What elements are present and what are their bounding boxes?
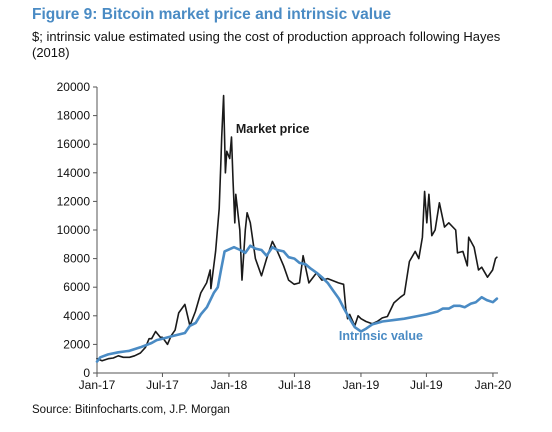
y-tick-label: 2000 [63,337,90,351]
x-tick-label: Jan-19 [343,378,380,392]
y-tick-label: 4000 [63,309,90,323]
intrinsic-value-label: Intrinsic value [339,329,423,343]
market-price-label: Market price [236,122,310,136]
y-axis: 0 2000 4000 6000 8000 10000 12000 14000 16000 180… [57,80,98,380]
chart-title: Figure 9: Bitcoin market price and intri… [32,6,392,23]
annotation-layer: Market price Intrinsic value [236,122,423,343]
series-layer [95,94,499,363]
x-tick-label: Jan-18 [211,378,248,392]
bitcoin-price-chart: 0 2000 4000 6000 8000 10000 12000 14000 16000 180… [57,80,512,392]
x-tick-label: Jan-17 [79,378,116,392]
x-tick-label: Jan-20 [475,378,512,392]
y-tick-label: 16000 [57,137,91,151]
y-tick-label: 10000 [57,223,91,237]
chart-source: Source: Bitinfocharts.com, J.P. Morgan [32,404,230,416]
y-tick-label: 6000 [63,280,90,294]
x-tick-label: Jul-17 [146,378,179,392]
x-tick-label: Jul-19 [410,378,443,392]
x-tick-label: Jul-18 [278,378,311,392]
y-tick-label: 20000 [57,80,91,94]
y-tick-label: 0 [83,366,90,380]
intrinsic-value-line [95,244,499,363]
y-tick-label: 14000 [57,166,91,180]
y-tick-label: 18000 [57,109,91,123]
y-tick-label: 8000 [63,252,90,266]
x-axis: Jan-17 Jul-17 Jan-18 Jul-18 Jan-19 Jul-19 Jan-… [79,372,512,392]
y-tick-label: 12000 [57,194,91,208]
chart-subtitle: $; intrinsic value estimated using the c… [32,29,501,60]
